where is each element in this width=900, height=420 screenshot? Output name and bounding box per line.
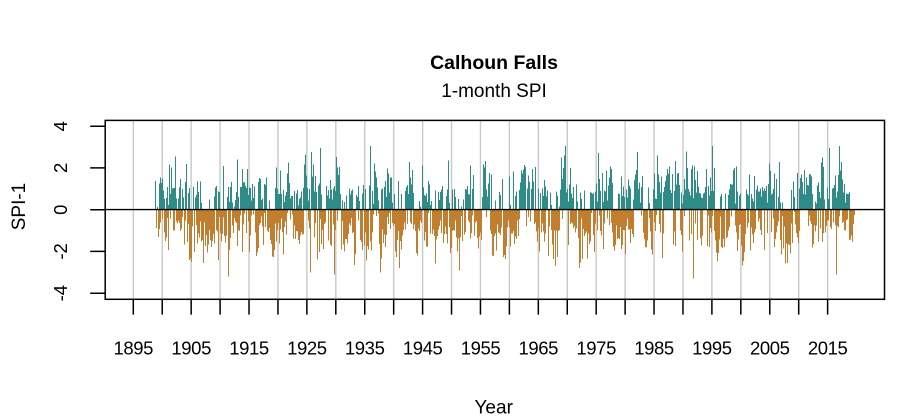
svg-text:1915: 1915 — [229, 338, 269, 359]
svg-text:1935: 1935 — [345, 338, 385, 359]
svg-text:1895: 1895 — [114, 338, 154, 359]
svg-text:2005: 2005 — [750, 338, 790, 359]
svg-text:1965: 1965 — [519, 338, 559, 359]
svg-text:4: 4 — [50, 121, 71, 131]
svg-text:2: 2 — [50, 163, 71, 173]
svg-text:1975: 1975 — [576, 338, 616, 359]
svg-text:SPI-1: SPI-1 — [9, 183, 30, 231]
svg-text:1945: 1945 — [403, 338, 443, 359]
svg-text:1985: 1985 — [634, 338, 674, 359]
svg-text:-4: -4 — [50, 285, 71, 301]
svg-text:2015: 2015 — [808, 338, 848, 359]
svg-text:Year: Year — [475, 398, 514, 419]
svg-text:1995: 1995 — [692, 338, 732, 359]
svg-text:0: 0 — [50, 205, 71, 215]
svg-text:1905: 1905 — [171, 338, 211, 359]
svg-text:1925: 1925 — [287, 338, 327, 359]
svg-text:Calhoun Falls: Calhoun Falls — [430, 52, 558, 74]
svg-text:1955: 1955 — [461, 338, 501, 359]
svg-text:1-month SPI: 1-month SPI — [441, 81, 547, 102]
svg-text:-2: -2 — [50, 243, 71, 259]
